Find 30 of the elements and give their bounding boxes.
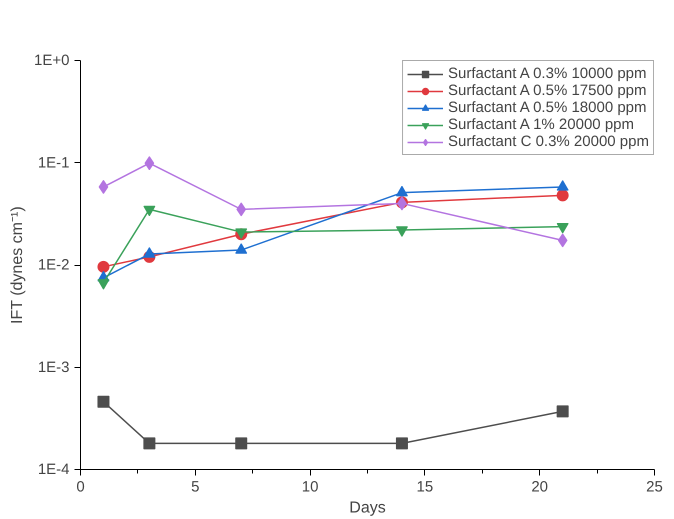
y-tick-label: 1E-1	[38, 154, 70, 172]
point	[556, 405, 569, 418]
point	[556, 189, 569, 202]
x-tick-label: 5	[191, 478, 200, 496]
point	[235, 243, 248, 254]
y-axis-title: IFT (dynes cm⁻¹)	[9, 206, 26, 324]
legend-label: Surfactant A 0.5% 18000 ppm	[448, 99, 647, 116]
x-tick-label: 25	[646, 478, 663, 496]
point	[556, 180, 569, 191]
point	[97, 260, 110, 273]
y-tick-label: 1E-4	[38, 461, 70, 478]
x-axis-title: Days	[349, 500, 386, 516]
y-tick-label: 1E+0	[34, 52, 70, 69]
y-tick-label: 1E-3	[38, 358, 70, 376]
x-tick-label: 15	[416, 478, 434, 496]
point	[143, 247, 156, 258]
point	[236, 202, 246, 216]
x-tick-label: 20	[531, 478, 548, 496]
legend-label: Surfactant A 0.5% 17500 ppm	[448, 82, 647, 99]
legend-label: Surfactant C 0.3% 20000 ppm	[448, 133, 649, 150]
point	[143, 437, 156, 450]
point	[396, 437, 408, 450]
legend-label: Surfactant A 1% 20000 ppm	[448, 116, 634, 133]
point	[396, 186, 408, 196]
legend-label: Surfactant A 0.3% 10000 ppm	[448, 65, 647, 82]
x-tick-label: 0	[76, 478, 85, 496]
point	[97, 396, 110, 408]
x-tick-label: 10	[302, 478, 318, 496]
point	[235, 437, 248, 450]
y-tick-label: 1E-2	[38, 256, 70, 274]
